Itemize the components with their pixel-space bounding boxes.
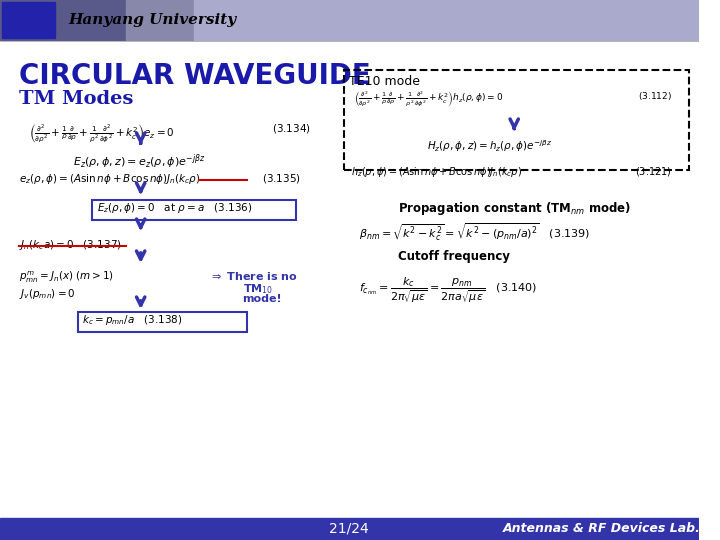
Text: $\left(\frac{\partial^2}{\partial\rho^2} + \frac{1}{\rho}\frac{\partial}{\partia: $\left(\frac{\partial^2}{\partial\rho^2}…: [29, 122, 175, 145]
Text: mode!: mode!: [243, 294, 282, 304]
Text: $H_z(\rho,\phi,z) = h_z(\rho,\phi)e^{-j\beta z}$: $H_z(\rho,\phi,z) = h_z(\rho,\phi)e^{-j\…: [427, 138, 552, 154]
Bar: [344, 70, 689, 170]
Text: CIRCULAR WAVEGUIDE: CIRCULAR WAVEGUIDE: [19, 62, 371, 90]
Text: $h_z(\rho,\phi) = (A\sin n\phi + B\cos n\phi)J_n(k_c\rho)$: $h_z(\rho,\phi) = (A\sin n\phi + B\cos n…: [351, 165, 522, 179]
Text: $e_z(\rho,\phi) = (A\sin n\phi + B\cos n\phi)J_n(k_c\rho)$: $e_z(\rho,\phi) = (A\sin n\phi + B\cos n…: [19, 172, 201, 186]
Text: Hanyang University: Hanyang University: [68, 13, 236, 27]
Bar: [78, 312, 248, 332]
Text: $(3.135)$: $(3.135)$: [262, 172, 301, 185]
Text: TE10 mode: TE10 mode: [349, 75, 420, 88]
Text: $J_n(k_c a) = 0 \quad (3.137)$: $J_n(k_c a) = 0 \quad (3.137)$: [19, 238, 122, 252]
Bar: [0, 518, 698, 540]
Text: $E_z(\rho,\phi,z) = e_z(\rho,\phi)e^{-j\beta z}$: $E_z(\rho,\phi,z) = e_z(\rho,\phi)e^{-j\…: [73, 152, 205, 171]
Text: $\beta_{nm} = \sqrt{k^2 - k_c^2} = \sqrt{k^2 - (p_{nm}/a)^2} \quad (3.139)$: $\beta_{nm} = \sqrt{k^2 - k_c^2} = \sqrt…: [359, 222, 590, 244]
Bar: [92, 200, 296, 220]
Text: TM$_{10}$: TM$_{10}$: [243, 282, 273, 296]
Text: Cutoff frequency: Cutoff frequency: [397, 250, 510, 263]
Text: $(3.134)$: $(3.134)$: [271, 122, 310, 135]
Text: Propagation constant (TM$_{nm}$ mode): Propagation constant (TM$_{nm}$ mode): [397, 200, 631, 217]
Bar: [0, 0, 698, 40]
Text: $k_c = p_{mn}/a \quad (3.138)$: $k_c = p_{mn}/a \quad (3.138)$: [83, 313, 183, 327]
Text: $(3.121)$: $(3.121)$: [636, 165, 672, 178]
Text: $f_{c_{nm}} = \dfrac{k_c}{2\pi\sqrt{\mu\epsilon}} = \dfrac{p_{nm}}{2\pi a\sqrt{\: $f_{c_{nm}} = \dfrac{k_c}{2\pi\sqrt{\mu\…: [359, 275, 537, 305]
Text: Antennas & RF Devices Lab.: Antennas & RF Devices Lab.: [503, 523, 701, 536]
Bar: [126, 0, 698, 40]
Text: $E_z(\rho,\phi) = 0 \quad \mathrm{at}\ \rho = a \quad (3.136)$: $E_z(\rho,\phi) = 0 \quad \mathrm{at}\ \…: [97, 201, 253, 215]
Text: $\Rightarrow$ There is no: $\Rightarrow$ There is no: [209, 270, 297, 282]
Bar: [194, 0, 698, 40]
Text: $\left(\frac{\partial^2}{\partial\rho^2} + \frac{1}{\rho}\frac{\partial}{\partia: $\left(\frac{\partial^2}{\partial\rho^2}…: [354, 90, 503, 109]
Text: $(3.112)$: $(3.112)$: [639, 90, 672, 102]
Text: $p_{mn}^m = J_n(x) \; (m>1)$: $p_{mn}^m = J_n(x) \; (m>1)$: [19, 270, 114, 286]
Text: TM Modes: TM Modes: [19, 90, 134, 108]
Text: 21/24: 21/24: [330, 522, 369, 536]
Text: $J_v(p_{mn}) = 0$: $J_v(p_{mn}) = 0$: [19, 287, 76, 301]
Bar: [2, 2, 55, 38]
